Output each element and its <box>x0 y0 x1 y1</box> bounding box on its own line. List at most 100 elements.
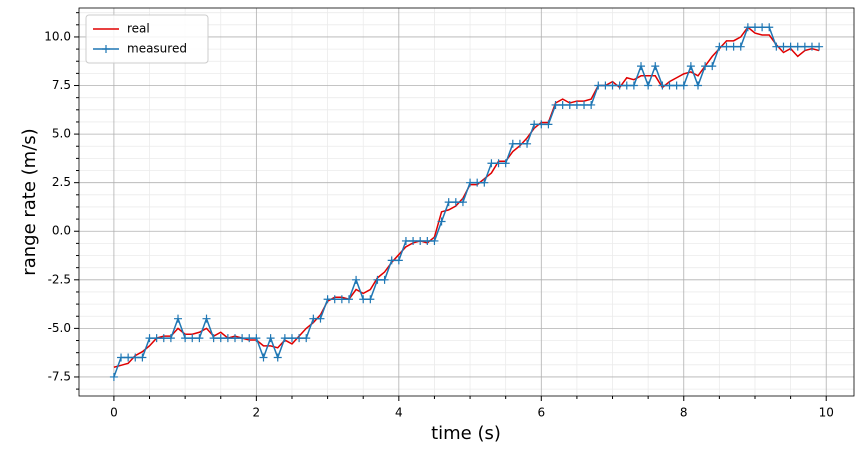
y-axis-title: range rate (m/s) <box>19 128 40 275</box>
data-point <box>651 62 660 71</box>
data-point <box>494 159 503 168</box>
y-tick-label: 0.0 <box>52 224 71 238</box>
data-point <box>458 198 467 207</box>
data-point <box>430 236 439 245</box>
data-point <box>537 120 546 129</box>
data-point <box>558 100 567 109</box>
data-point <box>501 159 510 168</box>
data-point <box>131 353 140 362</box>
data-point <box>387 256 396 265</box>
data-point <box>515 139 524 148</box>
data-point <box>608 81 617 90</box>
data-point <box>715 42 724 51</box>
x-tick-label: 2 <box>253 406 261 420</box>
data-point <box>330 295 339 304</box>
data-point <box>786 42 795 51</box>
data-point <box>779 42 788 51</box>
data-point <box>230 334 239 343</box>
data-point <box>743 23 752 32</box>
data-point <box>729 42 738 51</box>
data-point <box>694 81 703 90</box>
data-point <box>174 314 183 323</box>
data-point <box>295 334 304 343</box>
data-point <box>416 236 425 245</box>
data-point <box>672 81 681 90</box>
data-point <box>658 81 667 90</box>
x-tick-label: 0 <box>110 406 118 420</box>
data-point <box>309 314 318 323</box>
y-tick-label: 5.0 <box>52 127 71 141</box>
data-point <box>266 334 275 343</box>
plot-frame <box>78 7 855 397</box>
data-point <box>138 353 147 362</box>
data-point <box>722 42 731 51</box>
data-point <box>302 334 311 343</box>
data-point <box>238 334 247 343</box>
data-point <box>815 42 824 51</box>
data-point <box>409 236 418 245</box>
data-point <box>344 295 353 304</box>
data-point <box>152 334 161 343</box>
data-point <box>580 100 589 109</box>
data-point <box>587 100 596 109</box>
data-point <box>508 139 517 148</box>
data-point <box>195 334 204 343</box>
data-point <box>166 334 175 343</box>
legend-label: measured <box>127 42 187 56</box>
data-point <box>473 178 482 187</box>
legend-marker <box>102 45 110 53</box>
data-point <box>615 81 624 90</box>
data-point <box>323 295 332 304</box>
data-point <box>145 334 154 343</box>
data-point <box>287 334 296 343</box>
data-point <box>109 372 118 381</box>
data-point <box>800 42 809 51</box>
data-point <box>252 334 261 343</box>
data-point <box>637 62 646 71</box>
x-tick-label: 4 <box>395 406 403 420</box>
data-point <box>159 334 168 343</box>
data-point <box>181 334 190 343</box>
data-point <box>117 353 126 362</box>
data-point <box>245 334 254 343</box>
data-point <box>572 100 581 109</box>
data-point <box>188 334 197 343</box>
y-tick-label: 7.5 <box>52 78 71 92</box>
y-tick-label: 2.5 <box>52 175 71 189</box>
data-point <box>793 42 802 51</box>
data-point <box>359 295 368 304</box>
data-point <box>124 353 133 362</box>
data-point <box>337 295 346 304</box>
data-point <box>209 334 218 343</box>
data-point <box>807 42 816 51</box>
x-tick-label: 6 <box>537 406 545 420</box>
data-point <box>772 42 781 51</box>
data-point <box>366 295 375 304</box>
data-point <box>444 198 453 207</box>
data-point <box>437 217 446 226</box>
data-point <box>601 81 610 90</box>
data-point <box>466 178 475 187</box>
data-point <box>622 81 631 90</box>
data-point <box>487 159 496 168</box>
data-point <box>423 236 432 245</box>
legend-label: real <box>127 22 150 36</box>
data-point <box>736 42 745 51</box>
data-point <box>679 81 688 90</box>
data-point <box>523 139 532 148</box>
data-point <box>750 23 759 32</box>
data-point <box>758 23 767 32</box>
data-point <box>280 334 289 343</box>
data-point <box>480 178 489 187</box>
x-axis-title: time (s) <box>431 423 501 444</box>
data-point <box>451 198 460 207</box>
data-point <box>594 81 603 90</box>
data-point <box>544 120 553 129</box>
data-point <box>394 256 403 265</box>
data-point <box>530 120 539 129</box>
data-point <box>373 275 382 284</box>
x-tick-label: 10 <box>819 406 834 420</box>
data-point <box>686 62 695 71</box>
data-point <box>665 81 674 90</box>
